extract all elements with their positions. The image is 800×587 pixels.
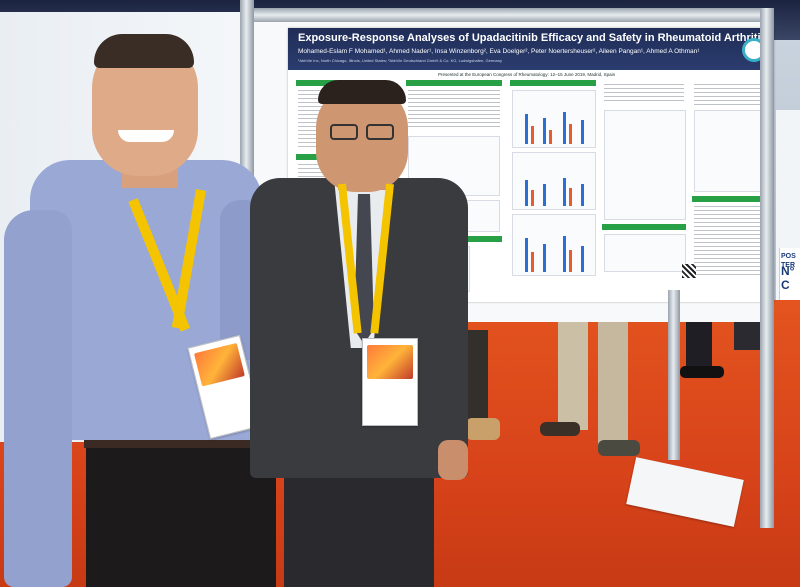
name-badge (362, 338, 418, 426)
poster-column-figures (602, 80, 686, 294)
poster-label: POSTER (781, 253, 796, 269)
poster-conference: Presented at the European Congress of Rh… (438, 72, 616, 77)
booth-frame-top (250, 8, 770, 22)
person-right (246, 80, 476, 587)
background-person-legs (540, 300, 640, 470)
booth-pole (668, 290, 680, 460)
poster-column-results (510, 80, 596, 294)
glasses-icon (330, 124, 358, 140)
qr-code-icon (682, 264, 696, 278)
poster-title: Exposure-Response Analyses of Upadacitin… (298, 32, 774, 44)
poster-number: N° C (781, 264, 795, 292)
person-left (0, 30, 290, 587)
poster-header: Exposure-Response Analyses of Upadacitin… (288, 28, 774, 70)
poster-authors: Mohamed-Eslam F Mohamed¹, Ahmed Nader¹, … (298, 48, 700, 55)
background-person-legs (460, 330, 510, 450)
poster-affiliations: ¹AbbVie Inc, North Chicago, Illinois, Un… (298, 58, 502, 63)
booth-pole (760, 8, 774, 528)
poster-column-conclusions (692, 80, 766, 294)
poster-number-sign (779, 248, 800, 300)
